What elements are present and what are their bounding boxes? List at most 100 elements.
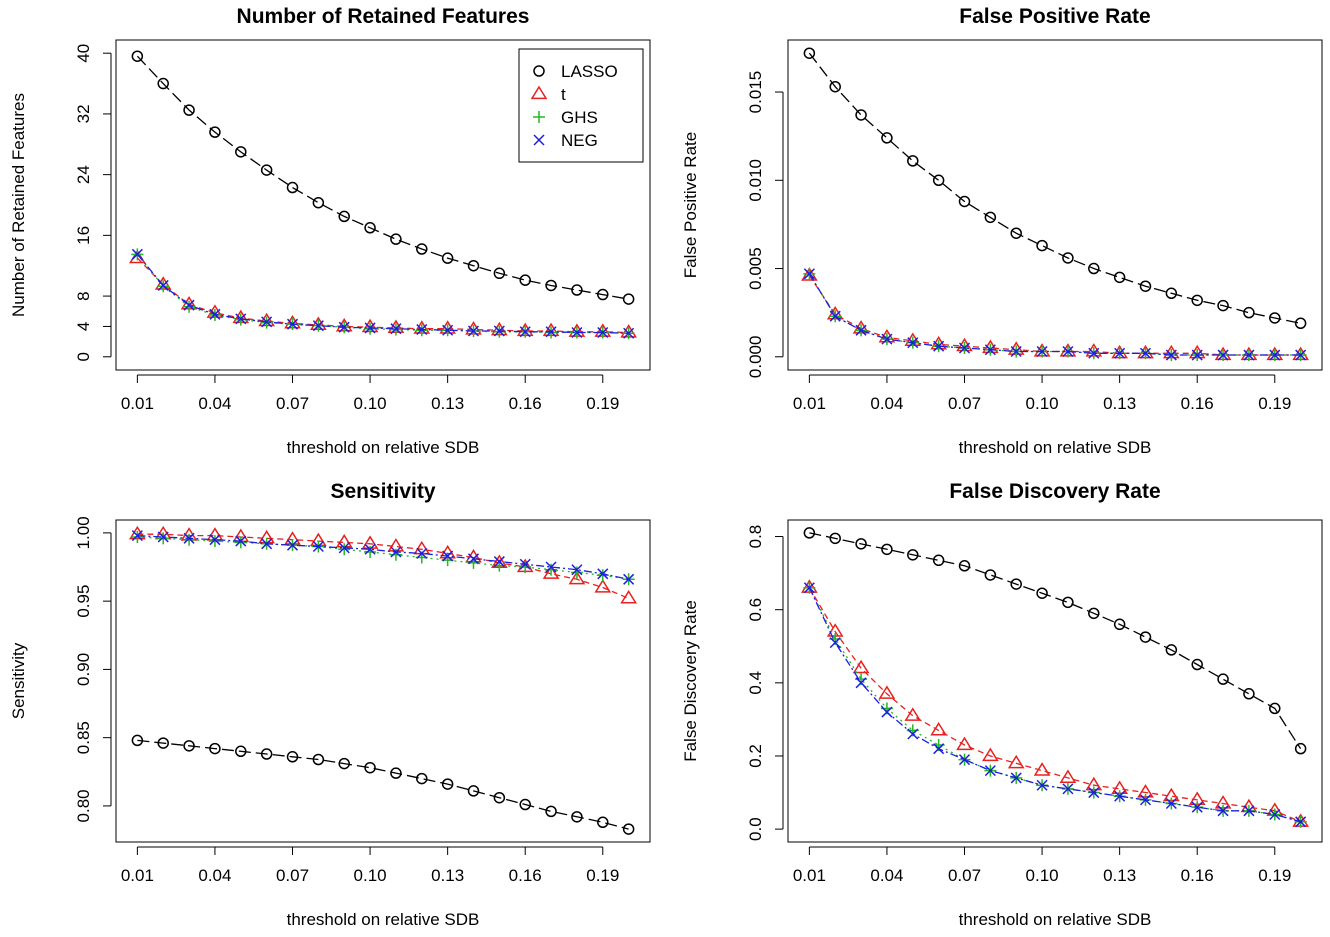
- series-line: [136, 253, 629, 334]
- data-point: [157, 531, 169, 543]
- data-point: [131, 734, 144, 747]
- y-tick-label: 32: [74, 104, 93, 123]
- data-point: [390, 767, 402, 779]
- y-tick-label: 8: [74, 291, 93, 300]
- data-point: [545, 279, 557, 292]
- data-point: [312, 753, 325, 766]
- x-tick-label: 0.10: [1026, 394, 1059, 413]
- data-point: [803, 527, 816, 539]
- data-point: [1010, 227, 1022, 239]
- data-point: [286, 318, 299, 330]
- data-point: [829, 80, 841, 93]
- series-t: [801, 267, 1309, 361]
- series-ghs: [131, 248, 635, 340]
- data-point: [209, 534, 221, 546]
- data-point: [878, 685, 896, 699]
- data-point: [829, 310, 841, 322]
- y-axis: 0 4 8 16 24 32 40: [74, 44, 112, 362]
- y-tick-label: 16: [74, 226, 93, 245]
- data-point: [622, 823, 635, 835]
- data-point: [1217, 299, 1229, 312]
- y-tick-label: 0.4: [746, 671, 765, 695]
- data-point: [932, 554, 945, 567]
- data-point: [545, 326, 557, 338]
- data-point: [571, 284, 583, 296]
- chart-title: Number of Retained Features: [237, 5, 530, 28]
- data-point: [930, 721, 947, 736]
- x-tick-label: 0.04: [198, 866, 231, 885]
- data-point: [364, 543, 376, 555]
- data-point: [157, 532, 170, 545]
- data-point: [568, 570, 586, 585]
- data-point: [1010, 345, 1022, 358]
- y-tick-label: 0.95: [74, 585, 93, 618]
- data-point: [312, 541, 324, 553]
- data-point: [441, 778, 454, 790]
- y-tick-label: 0.6: [746, 598, 765, 622]
- series-ghs: [803, 581, 1307, 828]
- data-point: [803, 47, 816, 59]
- y-tick-label: 24: [74, 165, 93, 184]
- data-point: [984, 344, 996, 356]
- x-axis: 0.01 0.04 0.07 0.10 0.13 0.16 0.19: [793, 846, 1291, 885]
- data-point: [467, 785, 480, 797]
- x-tick-label: 0.07: [276, 394, 309, 413]
- legend: LASSO t GHS NEG: [518, 48, 644, 163]
- data-point: [881, 333, 893, 345]
- data-point: [1139, 347, 1152, 359]
- series-line: [808, 587, 1301, 823]
- data-point: [1088, 347, 1100, 359]
- series-lasso: [131, 50, 635, 305]
- series-line: [136, 253, 629, 334]
- data-point: [1088, 262, 1100, 275]
- data-point: [493, 556, 505, 568]
- series-line: [808, 273, 1301, 356]
- x-tick-label: 0.01: [793, 866, 826, 885]
- data-point: [183, 533, 196, 546]
- data-point: [1191, 294, 1203, 307]
- data-point: [364, 545, 377, 558]
- data-point: [623, 573, 635, 585]
- series-line: [808, 587, 1301, 823]
- x-tick-label: 0.01: [121, 394, 154, 413]
- data-point: [1295, 816, 1307, 828]
- chart-panel-4: False Discovery Rate 0.01 0.04 0.07 0.10 0.13…: [681, 480, 1323, 929]
- chart-panel-3: Sensitivity 0.01 0.04 0.07 0.10 0.13 0.16 0.19 t…: [9, 480, 651, 929]
- x-tick-label: 0.16: [509, 866, 542, 885]
- data-point: [958, 195, 971, 208]
- data-point: [183, 104, 195, 116]
- y-tick-label: 0.010: [746, 159, 765, 202]
- data-point: [597, 326, 609, 339]
- series-line: [137, 536, 629, 580]
- y-tick-label: 40: [74, 44, 93, 63]
- data-point: [984, 211, 997, 224]
- data-point: [1191, 349, 1203, 361]
- x-axis-label: threshold on relative SDB: [287, 438, 480, 457]
- data-point: [1165, 287, 1178, 300]
- data-point: [416, 547, 428, 559]
- y-axis-label: Sensitivity: [9, 642, 28, 719]
- data-point: [1113, 271, 1126, 284]
- legend-label: GHS: [561, 108, 598, 127]
- data-point: [622, 293, 635, 305]
- data-point: [519, 561, 532, 574]
- data-point: [1033, 762, 1051, 776]
- x-tick-label: 0.16: [1181, 394, 1214, 413]
- x-tick-label: 0.10: [1026, 866, 1059, 885]
- data-point: [1139, 794, 1152, 806]
- x-tick-label: 0.04: [198, 394, 231, 413]
- data-point: [984, 569, 997, 581]
- data-point: [1295, 349, 1307, 361]
- data-point: [1036, 239, 1048, 252]
- data-point: [982, 747, 999, 762]
- legend-label: NEG: [561, 131, 598, 150]
- data-point: [620, 589, 637, 604]
- y-axis-label: False Positive Rate: [681, 132, 700, 278]
- y-axis: 0.0 0.2 0.4 0.6 0.8: [746, 525, 784, 841]
- legend-marker: [533, 134, 545, 146]
- y-tick-label: 0.005: [746, 247, 765, 290]
- data-point: [829, 637, 841, 649]
- data-point: [1010, 772, 1022, 784]
- x-tick-label: 0.01: [793, 394, 826, 413]
- data-point: [157, 77, 169, 90]
